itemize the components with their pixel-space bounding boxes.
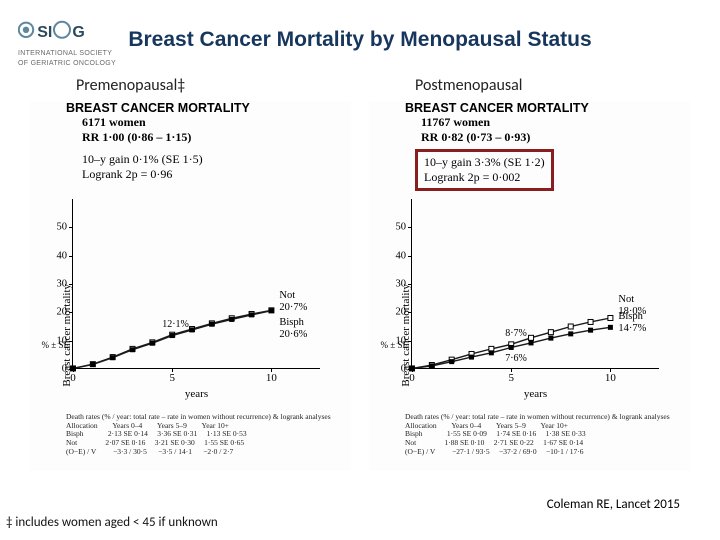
citation: Coleman RE, Lancet 2015 bbox=[547, 497, 680, 512]
series-end-value: 14·7% bbox=[618, 323, 646, 334]
series-end-name: Not bbox=[279, 290, 295, 301]
x-tick: 0 bbox=[70, 372, 76, 384]
y-tick: 40 bbox=[57, 250, 68, 261]
panel-premenopausal: Premenopausal‡ BREAST CANCER MORTALITY617… bbox=[30, 76, 351, 471]
logo-subtitle-2: OF GERIATRIC ONCOLOGY bbox=[18, 60, 158, 68]
marker bbox=[608, 325, 613, 330]
series-end-name: Not bbox=[618, 294, 634, 305]
chart-title: BREAST CANCER MORTALITY bbox=[66, 101, 351, 115]
series-end-name: Bisph bbox=[618, 311, 643, 322]
y-tick: 50 bbox=[57, 222, 68, 233]
gain-box: 10–y gain 3·3% (SE 1·2)Logrank 2p = 0·00… bbox=[415, 149, 554, 191]
chart-box: BREAST CANCER MORTALITY6171 womenRR 1·00… bbox=[30, 101, 351, 471]
rates-block: Death rates (% / year: total rate – rate… bbox=[66, 413, 347, 456]
n-women: 6171 women bbox=[82, 115, 351, 130]
marker bbox=[548, 330, 553, 335]
marker bbox=[170, 333, 175, 338]
panel-label: Premenopausal‡ bbox=[76, 76, 351, 95]
y-tick: 30 bbox=[57, 279, 68, 290]
marker bbox=[449, 359, 454, 364]
y-tick: 0 bbox=[401, 364, 406, 375]
rr-line: RR 1·00 (0·86 – 1·15) bbox=[82, 130, 351, 145]
x-tick: 5 bbox=[169, 372, 175, 384]
y-tick: 20 bbox=[57, 307, 68, 318]
marker bbox=[568, 324, 573, 329]
marker bbox=[410, 366, 415, 371]
marker bbox=[90, 362, 95, 367]
y-tick: 30 bbox=[396, 279, 407, 290]
marker bbox=[509, 345, 514, 350]
chart-title: BREAST CANCER MORTALITY bbox=[405, 101, 690, 115]
marker bbox=[429, 363, 434, 368]
plot-area: Breast cancer mortality01020304050% ± SE… bbox=[72, 199, 320, 369]
y-tick: 40 bbox=[396, 250, 407, 261]
marker bbox=[190, 327, 195, 332]
marker bbox=[110, 355, 115, 360]
rr-line: RR 0·82 (0·73 – 0·93) bbox=[421, 130, 690, 145]
marker bbox=[71, 366, 76, 371]
marker bbox=[249, 312, 254, 317]
marker bbox=[269, 308, 274, 313]
x-tick: 0 bbox=[409, 372, 415, 384]
marker bbox=[588, 328, 593, 333]
mid-label: 8·7% bbox=[505, 328, 527, 339]
marker bbox=[588, 319, 593, 324]
slide-title: Breast Cancer Mortality by Menopausal St… bbox=[0, 28, 720, 52]
marker bbox=[608, 316, 613, 321]
x-tick: 10 bbox=[605, 372, 616, 384]
chart-box: BREAST CANCER MORTALITY11767 womenRR 0·8… bbox=[369, 101, 690, 471]
gain-box: 10–y gain 0·1% (SE 1·5)Logrank 2p = 0·96 bbox=[76, 149, 209, 185]
plot-area: Breast cancer mortality01020304050% ± SE… bbox=[411, 199, 659, 369]
marker bbox=[489, 350, 494, 355]
y-tick: 20 bbox=[396, 307, 407, 318]
x-axis-label: years bbox=[524, 388, 547, 400]
mid-label: 12·1% bbox=[162, 319, 189, 330]
x-tick: 5 bbox=[508, 372, 514, 384]
marker bbox=[469, 355, 474, 360]
x-tick: 10 bbox=[266, 372, 277, 384]
series-end-value: 20·7% bbox=[279, 302, 307, 313]
mid-label: 7·6% bbox=[505, 353, 527, 364]
series-end-name: Bisph bbox=[279, 317, 304, 328]
chart-panels: Premenopausal‡BREAST CANCER MORTALITY617… bbox=[30, 76, 690, 471]
marker bbox=[529, 340, 534, 345]
panel-label: Postmenopausal bbox=[415, 76, 690, 95]
chart-svg bbox=[412, 199, 660, 369]
marker bbox=[529, 335, 534, 340]
rates-block: Death rates (% / year: total rate – rate… bbox=[405, 413, 686, 456]
footnote: ‡ includes women aged < 45 if unknown bbox=[6, 515, 218, 530]
marker bbox=[209, 322, 214, 327]
marker bbox=[548, 336, 553, 341]
series-end-value: 20·6% bbox=[279, 329, 307, 340]
y-pse-label: % ± SE bbox=[42, 340, 69, 350]
chart-svg bbox=[73, 199, 321, 369]
marker bbox=[150, 341, 155, 346]
y-pse-label: % ± SE bbox=[381, 340, 408, 350]
marker bbox=[568, 331, 573, 336]
y-tick: 0 bbox=[62, 364, 67, 375]
panel-postmenopausal: Postmenopausal BREAST CANCER MORTALITY117… bbox=[369, 76, 690, 471]
y-tick: 50 bbox=[396, 222, 407, 233]
x-axis-label: years bbox=[185, 388, 208, 400]
n-women: 11767 women bbox=[421, 115, 690, 130]
marker bbox=[229, 317, 234, 322]
marker bbox=[130, 347, 135, 352]
